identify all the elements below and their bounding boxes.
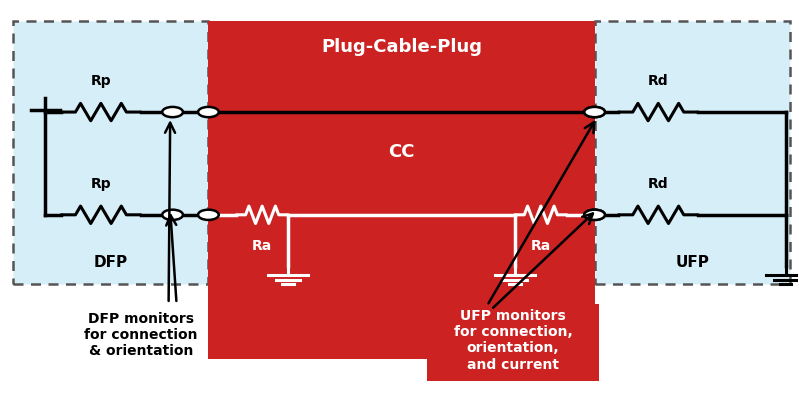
Circle shape <box>198 210 219 220</box>
Text: Plug-Cable-Plug: Plug-Cable-Plug <box>321 38 482 56</box>
Text: Ra: Ra <box>531 238 551 252</box>
Circle shape <box>584 210 605 220</box>
Text: Rd: Rd <box>648 74 669 88</box>
Text: Rp: Rp <box>90 74 111 88</box>
Circle shape <box>584 210 605 220</box>
Text: Ra: Ra <box>252 238 272 252</box>
Text: UFP: UFP <box>675 255 709 270</box>
Bar <box>209 21 594 359</box>
Bar <box>14 21 209 284</box>
Text: CC: CC <box>388 142 415 160</box>
Bar <box>594 21 789 284</box>
Circle shape <box>584 107 605 117</box>
Circle shape <box>584 107 605 117</box>
Circle shape <box>198 107 219 117</box>
Text: DFP monitors
for connection
& orientation: DFP monitors for connection & orientatio… <box>84 312 197 358</box>
Bar <box>427 304 598 381</box>
Text: Rd: Rd <box>648 177 669 191</box>
Text: DFP: DFP <box>93 255 128 270</box>
Circle shape <box>162 107 183 117</box>
Text: UFP monitors
for connection,
orientation,
and current: UFP monitors for connection, orientation… <box>454 309 572 372</box>
Text: Rp: Rp <box>90 177 111 191</box>
Circle shape <box>162 210 183 220</box>
